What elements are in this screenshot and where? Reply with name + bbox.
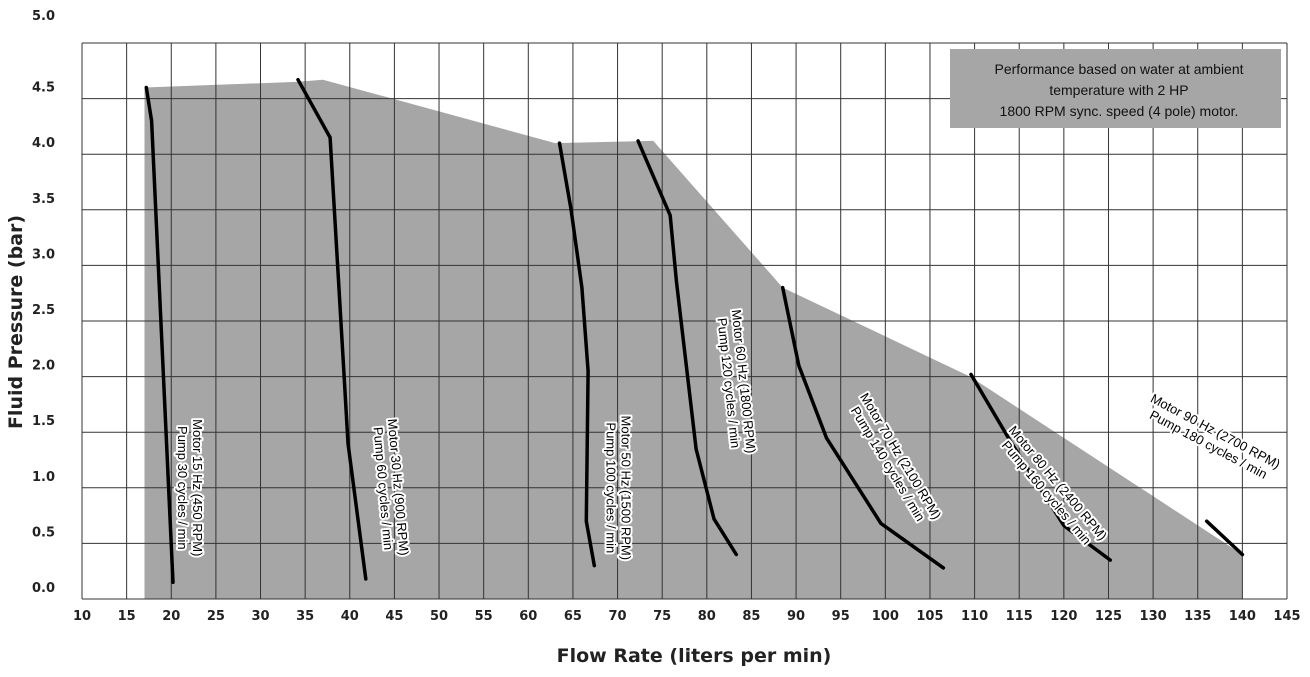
y-tick-label: 0.0 xyxy=(32,581,55,596)
performance-curve xyxy=(557,141,597,568)
x-tick-label: 10 xyxy=(73,609,91,624)
y-tick-label: 4.5 xyxy=(32,81,55,96)
x-tick-label: 95 xyxy=(832,609,850,624)
x-tick-label: 40 xyxy=(341,609,359,624)
x-tick-label: 105 xyxy=(916,609,943,624)
curve-label-pump: Pump 30 cycles / min xyxy=(175,426,190,550)
y-tick-label: 1.5 xyxy=(32,414,55,429)
x-tick-label: 75 xyxy=(653,609,671,624)
x-tick-label: 130 xyxy=(1140,609,1167,624)
performance-curve xyxy=(636,139,739,557)
performance-curve xyxy=(780,285,946,570)
curve-label: Motor 90 Hz (2700 RPM)Pump 180 cycles / … xyxy=(1145,389,1285,484)
curve-label-motor: Motor 15 Hz (450 RPM) xyxy=(190,419,205,556)
y-tick-label: 3.0 xyxy=(32,247,55,262)
tick-label-layer: 10 15 20 25 30 35 40 45 50 55 60 65 70 75 80 85 90 95 100 1… xyxy=(32,9,1301,624)
x-tick-label: 85 xyxy=(742,609,760,624)
x-tick-label: 45 xyxy=(385,609,403,624)
y-tick-label: 4.0 xyxy=(32,136,55,151)
x-tick-label: 50 xyxy=(430,609,448,624)
y-tick-label: 2.5 xyxy=(32,303,55,318)
curve-label: Motor 50 Hz (1500 RPM)Pump 100 cycles / … xyxy=(601,414,635,563)
x-tick-label: 65 xyxy=(564,609,582,624)
curve-label-pump: Pump 100 cycles / min xyxy=(603,422,618,553)
curve-label-motor: Motor 50 Hz (1500 RPM) xyxy=(618,416,633,561)
y-tick-label: 3.5 xyxy=(32,192,55,207)
x-tick-label: 140 xyxy=(1229,609,1256,624)
x-tick-label: 30 xyxy=(251,609,269,624)
x-tick-label: 25 xyxy=(207,609,225,624)
curve-label: Motor 15 Hz (450 RPM)Pump 30 cycles / mi… xyxy=(173,417,207,558)
y-tick-label: 5.0 xyxy=(32,9,55,24)
performance-note-line-1: Performance based on water at ambient xyxy=(994,61,1243,77)
x-tick-label: 70 xyxy=(609,609,627,624)
x-tick-label: 80 xyxy=(698,609,716,624)
performance-curve xyxy=(1204,519,1245,557)
performance-note-line-2: temperature with 2 HP xyxy=(1049,82,1188,98)
x-axis-title: Flow Rate (liters per min) xyxy=(557,645,832,667)
x-tick-label: 100 xyxy=(872,609,899,624)
x-tick-label: 60 xyxy=(519,609,537,624)
x-tick-label: 110 xyxy=(961,609,988,624)
y-tick-label: 1.0 xyxy=(32,470,55,485)
y-tick-label: 0.5 xyxy=(32,525,55,540)
curve-layer xyxy=(144,77,1245,585)
x-tick-label: 120 xyxy=(1050,609,1077,624)
performance-curve xyxy=(969,372,1113,562)
performance-note: Performance based on water at ambient te… xyxy=(950,49,1281,128)
grid-layer xyxy=(81,42,1288,600)
performance-note-line-3: 1800 RPM sync. speed (4 pole) motor. xyxy=(1000,103,1239,119)
performance-curve xyxy=(144,85,175,585)
performance-curve xyxy=(296,77,368,581)
x-tick-label: 90 xyxy=(787,609,805,624)
x-tick-label: 125 xyxy=(1095,609,1122,624)
y-tick-label: 2.0 xyxy=(32,359,55,374)
y-axis-title: Fluid Pressure (bar) xyxy=(5,215,27,429)
x-tick-label: 15 xyxy=(118,609,136,624)
x-tick-label: 115 xyxy=(1006,609,1033,624)
x-tick-label: 20 xyxy=(162,609,180,624)
x-tick-label: 135 xyxy=(1184,609,1211,624)
x-tick-label: 55 xyxy=(475,609,493,624)
x-tick-label: 145 xyxy=(1273,609,1300,624)
x-tick-label: 35 xyxy=(296,609,314,624)
performance-note-box xyxy=(950,49,1281,128)
